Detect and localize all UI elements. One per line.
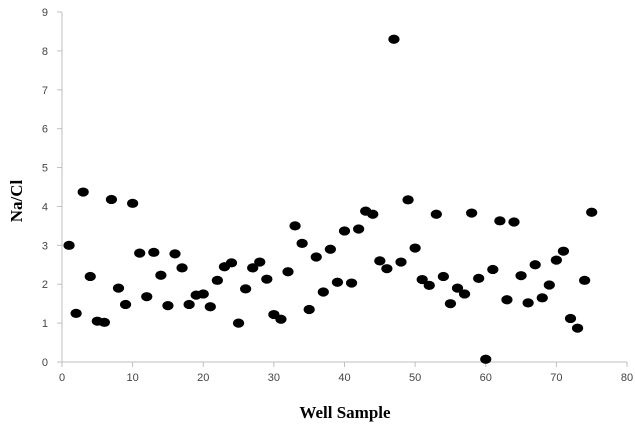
- data-point: [374, 256, 386, 266]
- x-tick-label: 30: [268, 372, 280, 384]
- data-point: [381, 264, 393, 274]
- data-point: [317, 287, 329, 297]
- y-tick-label: 9: [42, 7, 48, 19]
- data-point: [487, 264, 499, 275]
- data-point: [586, 207, 598, 217]
- data-point: [127, 198, 139, 208]
- x-tick-label: 60: [480, 372, 492, 384]
- data-point: [183, 299, 195, 310]
- x-tick-label: 80: [621, 372, 633, 384]
- x-tick-label: 70: [550, 372, 562, 384]
- data-point: [261, 274, 273, 284]
- data-point: [543, 280, 555, 290]
- data-point: [508, 217, 520, 227]
- data-point: [169, 249, 181, 259]
- data-point: [353, 224, 365, 234]
- data-point: [409, 243, 421, 253]
- data-point: [98, 317, 110, 327]
- data-point: [211, 275, 223, 285]
- data-point: [564, 313, 577, 324]
- data-point: [515, 271, 527, 281]
- data-point: [451, 283, 464, 293]
- data-point: [240, 284, 252, 294]
- data-point: [254, 257, 266, 267]
- data-point: [536, 293, 548, 303]
- data-point: [112, 283, 125, 293]
- axes: [61, 12, 627, 363]
- data-point: [423, 280, 435, 290]
- data-point: [557, 246, 570, 256]
- data-point: [310, 252, 322, 262]
- data-points: [63, 34, 598, 364]
- data-point: [63, 240, 75, 250]
- data-point: [225, 258, 238, 268]
- data-point: [197, 289, 209, 299]
- data-point: [437, 271, 449, 282]
- data-point: [579, 275, 591, 285]
- data-point: [571, 323, 584, 333]
- data-point: [275, 314, 287, 324]
- data-point: [501, 295, 513, 305]
- y-tick-label: 3: [42, 240, 48, 252]
- data-point: [388, 34, 400, 44]
- data-point: [282, 267, 294, 277]
- data-point: [331, 277, 344, 287]
- data-point: [134, 248, 146, 258]
- data-point: [522, 298, 534, 308]
- data-point: [466, 208, 478, 218]
- data-point: [345, 278, 358, 288]
- data-point: [289, 221, 301, 231]
- data-point: [155, 270, 167, 280]
- data-point: [232, 318, 245, 328]
- data-point: [529, 260, 541, 270]
- data-point: [402, 195, 414, 205]
- data-point: [247, 263, 259, 273]
- x-tick-label: 0: [59, 372, 65, 384]
- y-tick-label: 0: [42, 357, 48, 369]
- y-tick-label: 4: [42, 201, 48, 213]
- y-tick-label: 1: [42, 318, 48, 330]
- data-point: [141, 292, 153, 302]
- y-tick-label: 2: [42, 279, 48, 291]
- data-point: [494, 216, 506, 226]
- y-tick-label: 5: [42, 163, 48, 175]
- data-point: [458, 289, 471, 299]
- data-point: [473, 273, 485, 283]
- data-point: [303, 304, 315, 315]
- data-point: [119, 299, 132, 310]
- x-tick-label: 10: [127, 372, 139, 384]
- data-point: [105, 194, 118, 205]
- data-point: [367, 209, 379, 219]
- data-point: [444, 299, 457, 309]
- data-point: [338, 226, 351, 236]
- data-point: [430, 209, 442, 219]
- data-point: [324, 244, 336, 254]
- data-point: [148, 247, 160, 257]
- x-axis-title: Well Sample: [299, 403, 391, 422]
- x-tick-label: 40: [338, 372, 350, 384]
- y-tick-label: 7: [42, 85, 48, 97]
- data-point: [77, 187, 89, 197]
- data-point: [550, 255, 562, 265]
- x-tick-label: 20: [197, 372, 209, 384]
- data-point: [84, 271, 96, 282]
- ticks: 0 10 20 30 40 50 60 70 80 0 1 2 3 4 5 6 7 8 9: [42, 7, 633, 384]
- data-point: [162, 301, 174, 311]
- x-tick-label: 50: [409, 372, 421, 384]
- y-tick-label: 6: [42, 124, 48, 136]
- data-point: [70, 308, 82, 318]
- data-point: [176, 263, 188, 273]
- data-point: [204, 302, 216, 312]
- y-axis-title: Na/Cl: [7, 179, 26, 222]
- data-point: [296, 238, 308, 248]
- data-point: [395, 257, 407, 267]
- y-tick-label: 8: [42, 46, 48, 58]
- data-point: [480, 354, 492, 364]
- data-point: [416, 274, 428, 285]
